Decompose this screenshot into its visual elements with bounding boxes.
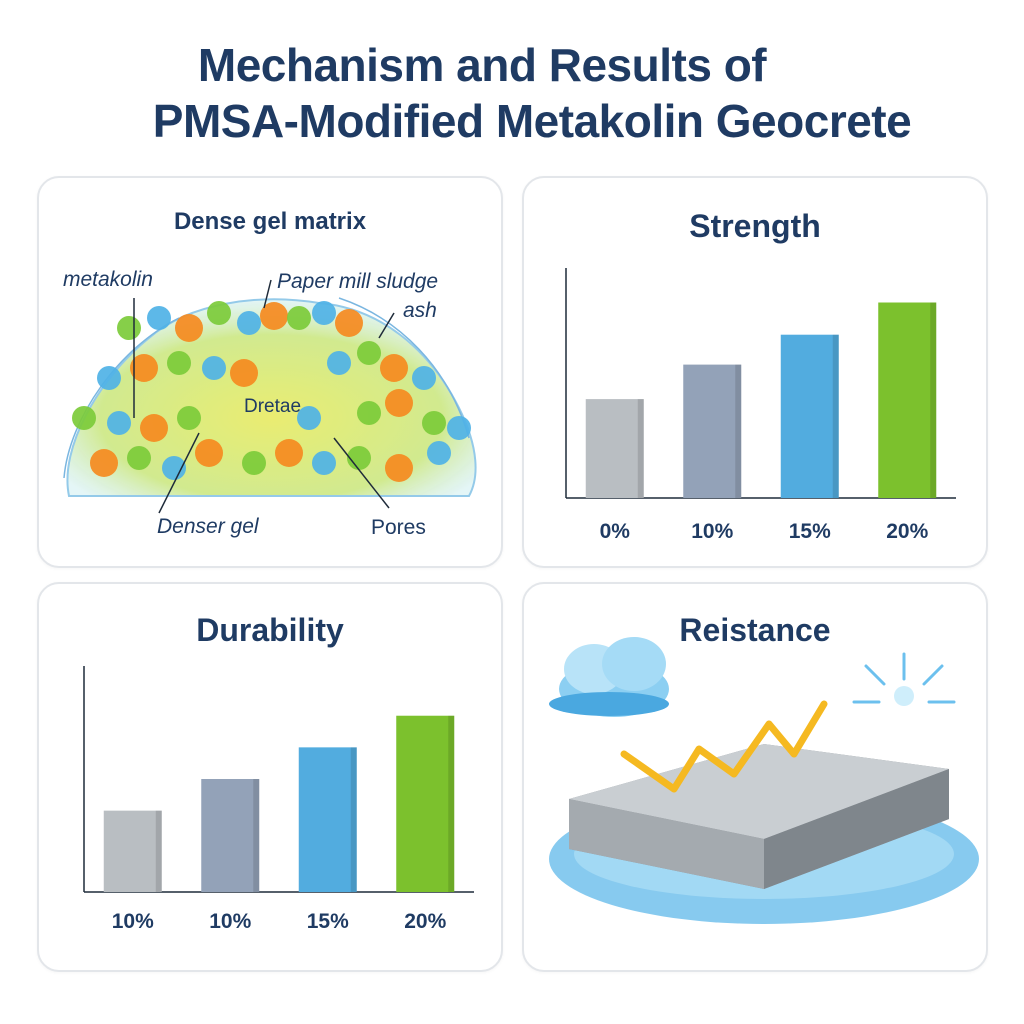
gel-particle bbox=[357, 341, 381, 365]
gel-particle bbox=[107, 411, 131, 435]
strength-chart: 0% 10% 15% 20% bbox=[565, 268, 956, 543]
gel-particle bbox=[140, 414, 168, 442]
gel-particle bbox=[385, 389, 413, 417]
durability-panel: Durability 10% 10% 15% 20% bbox=[37, 582, 503, 972]
x-tick-label: 10% bbox=[691, 520, 733, 543]
gel-particle bbox=[175, 314, 203, 342]
resistance-panel: Reistance bbox=[522, 582, 988, 972]
gel-particle bbox=[230, 359, 258, 387]
gel-particle bbox=[147, 306, 171, 330]
durability-chart: 10% 10% 15% 20% bbox=[83, 666, 474, 933]
x-tick-label: 10% bbox=[209, 910, 251, 933]
gel-particle bbox=[127, 446, 151, 470]
gel-particle bbox=[327, 351, 351, 375]
pointer-ash bbox=[378, 312, 395, 339]
splash-icon bbox=[852, 652, 956, 704]
gel-particle bbox=[297, 406, 321, 430]
bar-shade bbox=[735, 364, 742, 498]
pointer-pores bbox=[333, 437, 390, 509]
mechanism-title: Dense gel matrix bbox=[173, 208, 367, 235]
bar-shade bbox=[350, 747, 357, 892]
gel-particle bbox=[97, 366, 121, 390]
x-tick-label: 10% bbox=[112, 910, 154, 933]
label-pores: Pores bbox=[371, 516, 426, 539]
bar-10pct-0 bbox=[103, 810, 162, 892]
x-tick-label: 20% bbox=[404, 910, 446, 933]
gel-particle bbox=[427, 441, 451, 465]
gel-particle bbox=[207, 301, 231, 325]
gel-particle bbox=[162, 456, 186, 480]
gel-particle bbox=[237, 311, 261, 335]
bar-10pct-1 bbox=[683, 364, 742, 498]
gel-particle bbox=[422, 411, 446, 435]
gel-particle bbox=[130, 354, 158, 382]
bar-20pct-3 bbox=[396, 715, 455, 892]
bar-20pct-3 bbox=[878, 302, 937, 498]
gel-particle bbox=[385, 454, 413, 482]
gel-particle bbox=[335, 309, 363, 337]
gel-particle bbox=[167, 351, 191, 375]
label-ash: ash bbox=[403, 299, 437, 322]
label-metakaolin: metakolin bbox=[63, 268, 153, 291]
bar-shade bbox=[448, 715, 455, 892]
gel-particle bbox=[380, 354, 408, 382]
x-tick-label: 15% bbox=[307, 910, 349, 933]
gel-particle bbox=[117, 316, 141, 340]
gel-particle bbox=[287, 306, 311, 330]
mechanism-panel: Dense gel matrix metakolin Paper mill sl… bbox=[37, 176, 503, 568]
x-tick-label: 20% bbox=[886, 520, 928, 543]
bar-shade bbox=[155, 810, 162, 892]
gel-particle bbox=[242, 451, 266, 475]
bar-shade bbox=[637, 399, 644, 498]
gel-particle bbox=[177, 406, 201, 430]
label-center: Dretae bbox=[244, 396, 302, 417]
title-line-1: Mechanism and Results of bbox=[197, 39, 767, 91]
x-tick-label: 0% bbox=[600, 520, 631, 543]
pointer-sludge bbox=[263, 279, 272, 309]
gel-particle bbox=[447, 416, 471, 440]
cloud-icon bbox=[549, 637, 669, 717]
gel-particle bbox=[347, 446, 371, 470]
lightning-icon bbox=[620, 700, 828, 793]
resistance-illustration bbox=[549, 637, 979, 924]
gel-particle bbox=[275, 439, 303, 467]
bar-shade bbox=[930, 302, 937, 498]
gel-particle bbox=[312, 451, 336, 475]
bar-shade bbox=[253, 779, 260, 892]
gel-particle bbox=[412, 366, 436, 390]
resistance-title: Reistance bbox=[679, 612, 831, 648]
strength-title: Strength bbox=[689, 208, 821, 244]
gel-particle bbox=[260, 302, 288, 330]
bar-15pct-2 bbox=[780, 334, 839, 498]
gel-particle bbox=[90, 449, 118, 477]
label-denser-gel: Denser gel bbox=[157, 515, 259, 538]
x-tick-label: 15% bbox=[789, 520, 831, 543]
gel-particle bbox=[312, 301, 336, 325]
bar-10pct-1 bbox=[201, 779, 260, 892]
gel-particle bbox=[195, 439, 223, 467]
pointer-denser bbox=[158, 432, 200, 514]
durability-title: Durability bbox=[196, 612, 344, 648]
strength-panel: Strength 0% 10% 15% 20% bbox=[522, 176, 988, 568]
gel-matrix-illustration bbox=[63, 279, 477, 514]
bar-15pct-2 bbox=[298, 747, 357, 892]
bar-shade bbox=[832, 334, 839, 498]
gel-particle bbox=[357, 401, 381, 425]
gel-particle bbox=[202, 356, 226, 380]
gel-particle bbox=[72, 406, 96, 430]
bar-0pct-0 bbox=[585, 399, 644, 498]
title-line-2: PMSA-Modified Metakolin Geocrete bbox=[152, 95, 912, 147]
label-sludge: Paper mill sludge bbox=[277, 270, 439, 293]
